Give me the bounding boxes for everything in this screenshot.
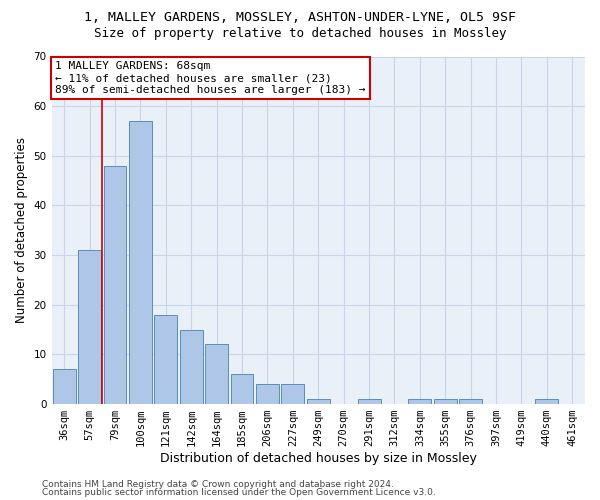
Bar — [434, 399, 457, 404]
Bar — [205, 344, 228, 404]
Bar — [281, 384, 304, 404]
Text: 1, MALLEY GARDENS, MOSSLEY, ASHTON-UNDER-LYNE, OL5 9SF: 1, MALLEY GARDENS, MOSSLEY, ASHTON-UNDER… — [84, 11, 516, 24]
Bar — [180, 330, 203, 404]
Text: Contains public sector information licensed under the Open Government Licence v3: Contains public sector information licen… — [42, 488, 436, 497]
Bar — [358, 399, 380, 404]
Bar — [409, 399, 431, 404]
Text: Size of property relative to detached houses in Mossley: Size of property relative to detached ho… — [94, 28, 506, 40]
Bar — [256, 384, 279, 404]
Bar — [230, 374, 253, 404]
Bar — [104, 166, 127, 404]
Bar — [53, 370, 76, 404]
Bar — [154, 314, 177, 404]
X-axis label: Distribution of detached houses by size in Mossley: Distribution of detached houses by size … — [160, 452, 477, 465]
Bar — [129, 121, 152, 404]
Bar — [535, 399, 559, 404]
Text: 1 MALLEY GARDENS: 68sqm
← 11% of detached houses are smaller (23)
89% of semi-de: 1 MALLEY GARDENS: 68sqm ← 11% of detache… — [55, 62, 366, 94]
Text: Contains HM Land Registry data © Crown copyright and database right 2024.: Contains HM Land Registry data © Crown c… — [42, 480, 394, 489]
Bar — [459, 399, 482, 404]
Bar — [307, 399, 330, 404]
Bar — [78, 250, 101, 404]
Y-axis label: Number of detached properties: Number of detached properties — [15, 138, 28, 324]
